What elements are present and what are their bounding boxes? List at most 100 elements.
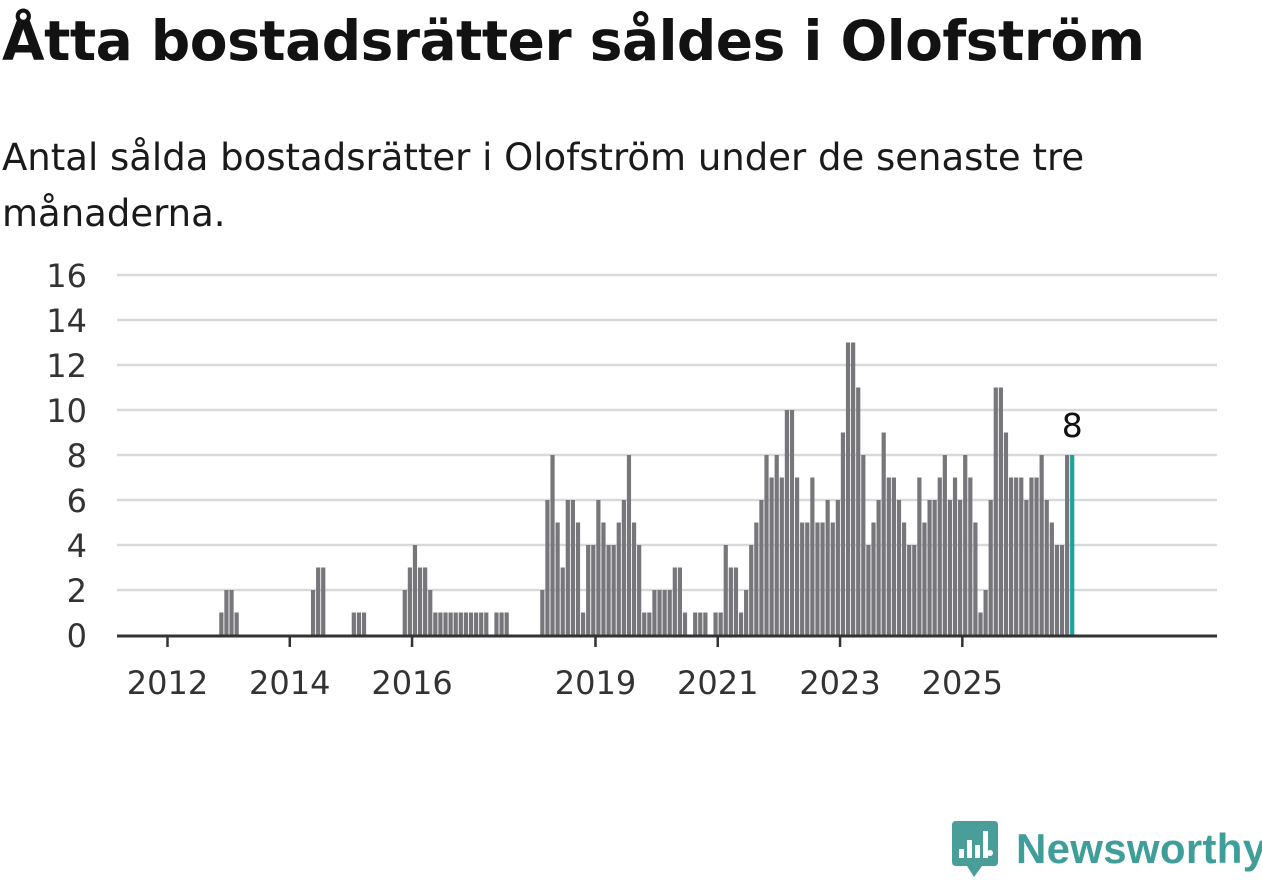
- bar: [433, 612, 438, 635]
- bar: [703, 612, 708, 635]
- bar: [973, 522, 978, 635]
- bar: [463, 612, 469, 635]
- bar: [789, 410, 795, 635]
- bar: [713, 612, 718, 635]
- y-axis-labels: 0 2 4 6 8 10 12 14 16: [46, 257, 87, 655]
- y-tick-label: 10: [46, 392, 87, 430]
- chart-title: Åtta bostadsrätter såldes i Olofström: [2, 9, 1145, 73]
- highlight-value-label: 8: [1062, 406, 1083, 445]
- bar: [896, 500, 902, 635]
- x-tick-label: 2021: [677, 664, 758, 702]
- bar: [917, 477, 922, 635]
- bar: [891, 477, 896, 635]
- bar: [866, 545, 871, 635]
- bar: [1024, 500, 1029, 635]
- bar: [351, 612, 356, 635]
- bar: [759, 500, 764, 635]
- bar: [448, 612, 453, 635]
- y-tick-label: 0: [67, 617, 87, 655]
- bar: [494, 612, 499, 635]
- bar: [800, 522, 805, 635]
- bar: [458, 612, 463, 635]
- bar: [581, 612, 586, 635]
- bar: [718, 612, 723, 635]
- bar: [575, 522, 581, 635]
- bar: [647, 612, 652, 635]
- bar: [1029, 477, 1034, 635]
- brand-logo: Newsworthy: [950, 818, 1262, 880]
- bar: [479, 612, 484, 635]
- bar: [1065, 455, 1070, 635]
- bar: [682, 612, 688, 635]
- bar: [677, 567, 682, 635]
- bar: [754, 522, 759, 635]
- bar: [540, 590, 545, 635]
- y-tick-label: 14: [46, 302, 87, 340]
- bar: [229, 590, 234, 635]
- bar: [560, 567, 565, 635]
- bar: [810, 477, 815, 635]
- brand-name: Newsworthy: [1016, 825, 1262, 872]
- bar: [1034, 477, 1039, 635]
- bar: [988, 500, 993, 635]
- bar: [484, 612, 489, 635]
- bar: [728, 567, 733, 635]
- x-tick-label: 2019: [555, 664, 636, 702]
- bar: [952, 477, 958, 635]
- bar: [652, 590, 657, 635]
- bar: [438, 612, 443, 635]
- bar: [942, 455, 947, 635]
- bar: [662, 590, 667, 635]
- bar: [958, 500, 963, 635]
- bar: [631, 522, 637, 635]
- bar: [596, 500, 601, 635]
- bar: [947, 500, 953, 635]
- x-tick-label: 2025: [922, 664, 1003, 702]
- bar: [642, 612, 647, 635]
- bar: [805, 522, 810, 635]
- bar: [907, 545, 912, 635]
- bar: [693, 612, 698, 635]
- bar: [830, 522, 835, 635]
- bar: [402, 590, 407, 635]
- newsworthy-logo-icon: [952, 821, 998, 877]
- bar: [443, 612, 448, 635]
- bar: [356, 612, 362, 635]
- bar: [922, 522, 927, 635]
- x-tick-label: 2012: [127, 664, 208, 702]
- bar: [881, 432, 886, 635]
- chart-subtitle: Antal sålda bostadsrätter i Olofström un…: [2, 136, 1085, 235]
- bar: [840, 432, 846, 635]
- bar: [453, 612, 458, 635]
- bar: [1014, 477, 1019, 635]
- bar: [937, 477, 942, 635]
- bar: [749, 545, 754, 635]
- bar: [825, 500, 830, 635]
- x-tick-label: 2023: [799, 664, 880, 702]
- bar: [968, 477, 973, 635]
- bar: [876, 500, 881, 635]
- bar: [417, 567, 423, 635]
- bar: [1054, 545, 1060, 635]
- bar: [545, 500, 550, 635]
- bar: [738, 612, 744, 635]
- bar: [621, 500, 626, 635]
- bar: [1039, 455, 1044, 635]
- bar: [769, 477, 774, 635]
- y-tick-label: 12: [46, 347, 87, 385]
- bar: [570, 500, 576, 635]
- bar: [1003, 432, 1009, 635]
- bar: [871, 522, 876, 635]
- bar: [550, 455, 555, 635]
- bar: [224, 590, 229, 635]
- y-tick-label: 8: [67, 437, 87, 475]
- bar: [723, 545, 728, 635]
- bar: [886, 477, 891, 635]
- y-tick-label: 4: [67, 527, 87, 565]
- bar: [1049, 522, 1054, 635]
- bar: [983, 590, 988, 635]
- gridlines: [117, 273, 1217, 592]
- bar: [774, 455, 779, 635]
- bar: [851, 342, 856, 635]
